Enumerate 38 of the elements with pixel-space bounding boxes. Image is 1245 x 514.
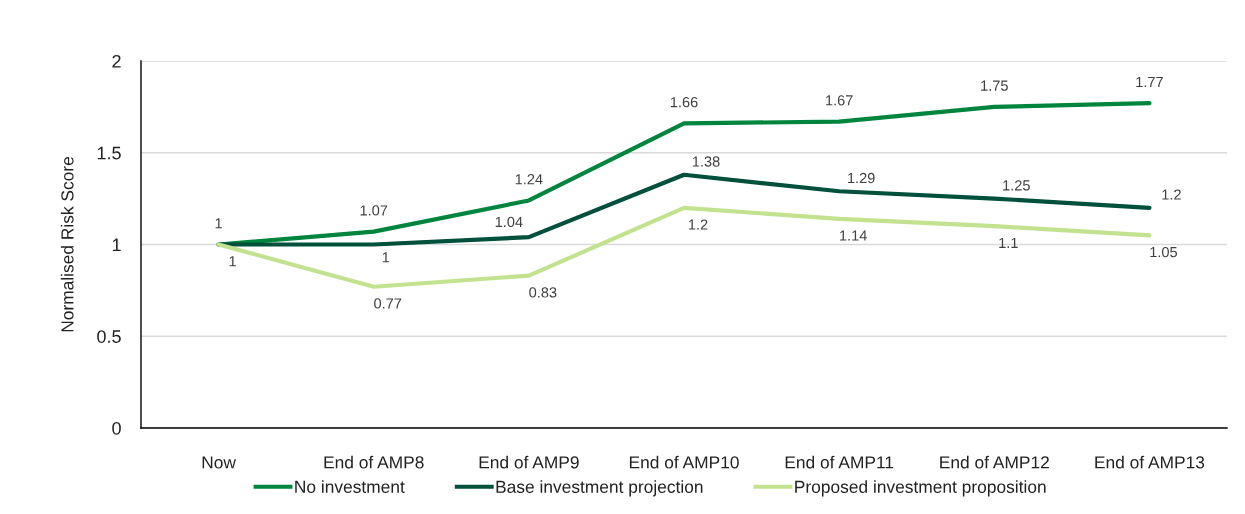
y-tick-label: 1	[112, 238, 121, 252]
legend-label: Proposed investment proposition	[795, 480, 1046, 497]
data-label: 1	[229, 256, 236, 267]
x-tick-label: End of AMP10	[629, 455, 739, 469]
data-label: 1.75	[981, 80, 1008, 91]
data-label: 1.67	[826, 95, 853, 106]
y-axis-title: Normalised Risk Score	[60, 156, 74, 332]
data-label: 1.1	[999, 237, 1018, 248]
x-tick-label: Now	[202, 456, 236, 469]
data-label: 0.83	[529, 287, 557, 298]
legend-label: No investment	[295, 480, 405, 493]
data-label: 1.29	[848, 172, 875, 184]
data-label: 1.66	[670, 96, 698, 108]
x-tick-label: End of AMP9	[479, 455, 579, 469]
x-tick-label: End of AMP11	[785, 455, 894, 469]
data-label: 1.05	[1150, 246, 1178, 258]
line-series	[216, 172, 1152, 247]
y-tick-label: 0	[112, 421, 121, 435]
legend-label: Base investment projection	[496, 480, 703, 497]
data-label: 1.24	[515, 174, 543, 185]
y-tick-label: 2	[112, 54, 121, 68]
x-tick-label: End of AMP8	[324, 455, 424, 469]
data-label: 1.77	[1136, 76, 1163, 87]
data-label: 0.77	[374, 298, 402, 309]
data-label: 1	[382, 252, 390, 263]
line-series	[216, 205, 1152, 289]
y-tick-label: 0.5	[97, 330, 121, 343]
x-tick-label: End of AMP12	[940, 455, 1049, 469]
y-tick-label: 1.5	[97, 146, 121, 160]
data-label: 1.07	[360, 205, 388, 216]
data-label: 1.2	[688, 219, 708, 230]
data-label: 1.14	[840, 230, 867, 241]
data-label: 1.2	[1162, 189, 1181, 200]
data-label: 1.38	[692, 156, 720, 167]
data-label: 1	[215, 218, 222, 229]
x-tick-label: End of AMP13	[1095, 455, 1205, 469]
data-label: 1.25	[1003, 180, 1030, 191]
data-label: 1.04	[495, 216, 523, 228]
